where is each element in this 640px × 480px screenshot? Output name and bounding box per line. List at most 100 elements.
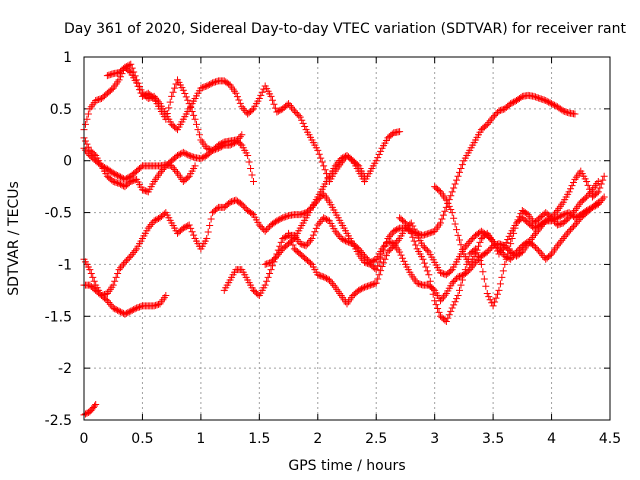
data-point <box>106 71 114 79</box>
data-point <box>454 273 462 281</box>
data-point <box>273 252 281 260</box>
data-point <box>258 88 266 96</box>
data-point <box>441 291 449 299</box>
data-point <box>112 178 120 186</box>
data-point <box>89 273 97 281</box>
data-point <box>285 100 293 108</box>
data-point <box>117 180 125 188</box>
x-tick-label: 4.5 <box>599 431 621 447</box>
data-point <box>295 112 303 120</box>
data-point <box>377 147 385 155</box>
data-point <box>81 137 89 145</box>
data-point <box>423 267 431 275</box>
data-point <box>197 155 205 163</box>
data-point <box>266 270 274 278</box>
data-point <box>438 215 446 223</box>
data-point <box>533 93 541 101</box>
data-point <box>368 258 376 266</box>
data-point <box>176 150 184 158</box>
data-point <box>555 220 563 228</box>
y-tick-label: 0.5 <box>50 102 72 118</box>
data-point <box>450 278 458 286</box>
data-point <box>320 214 328 222</box>
data-point <box>124 174 132 182</box>
data-point <box>124 309 132 317</box>
data-point <box>361 252 369 260</box>
data-point <box>127 307 135 315</box>
data-point <box>447 307 455 315</box>
data-point <box>542 217 550 225</box>
data-point <box>501 260 509 268</box>
data-point <box>546 99 554 107</box>
data-point <box>203 235 211 242</box>
data-point <box>225 80 233 88</box>
data-point <box>83 148 91 156</box>
data-point <box>530 92 538 100</box>
data-point <box>133 304 141 312</box>
data-point <box>553 214 561 222</box>
data-point <box>302 242 310 250</box>
data-point <box>480 275 488 283</box>
data-point <box>226 198 234 206</box>
data-point <box>238 131 246 139</box>
data-point <box>283 212 291 220</box>
data-point <box>380 259 388 267</box>
data-point <box>428 228 436 236</box>
data-point <box>271 254 279 262</box>
y-tick-label: -2.5 <box>45 413 72 429</box>
data-point <box>209 79 217 87</box>
data-point <box>314 221 322 229</box>
data-point <box>83 140 91 148</box>
plot-frame <box>83 56 611 421</box>
data-point <box>378 263 386 271</box>
data-point <box>596 184 604 192</box>
data-point <box>571 214 579 222</box>
data-point <box>534 94 542 102</box>
data-point <box>453 226 461 234</box>
data-point <box>456 272 464 280</box>
data-point <box>457 272 465 280</box>
data-point <box>600 193 608 201</box>
data-point <box>125 308 133 316</box>
data-point <box>190 153 198 161</box>
data-point <box>118 309 126 317</box>
data-point <box>540 96 548 104</box>
data-point <box>98 292 106 300</box>
data-point <box>112 171 120 179</box>
data-point <box>191 162 199 170</box>
data-point <box>314 271 322 279</box>
data-point <box>496 240 504 248</box>
data-point <box>331 162 339 170</box>
data-point <box>198 84 206 92</box>
data-point <box>561 107 569 115</box>
data-point <box>330 281 338 289</box>
data-point <box>106 300 114 308</box>
data-point <box>172 124 180 132</box>
x-axis-label: GPS time / hours <box>288 458 405 474</box>
data-point <box>105 299 113 307</box>
data-point <box>552 208 560 216</box>
data-point <box>241 106 249 114</box>
data-point <box>486 245 494 253</box>
data-point <box>174 152 182 160</box>
data-point <box>445 202 453 210</box>
data-point <box>309 231 317 239</box>
data-point <box>428 284 436 292</box>
series-track-4 <box>80 144 199 185</box>
data-point <box>431 297 439 305</box>
data-point <box>583 193 591 201</box>
data-point <box>334 158 342 166</box>
data-point <box>191 115 199 123</box>
data-point <box>296 211 304 219</box>
data-point <box>235 96 243 104</box>
data-point <box>420 259 428 267</box>
data-point <box>444 199 452 207</box>
data-point <box>130 176 138 184</box>
data-point <box>415 280 423 288</box>
data-point <box>263 277 271 285</box>
data-point <box>181 90 189 98</box>
data-point <box>188 228 196 236</box>
data-point <box>362 283 370 291</box>
data-point <box>212 78 219 86</box>
data-point <box>416 280 424 288</box>
